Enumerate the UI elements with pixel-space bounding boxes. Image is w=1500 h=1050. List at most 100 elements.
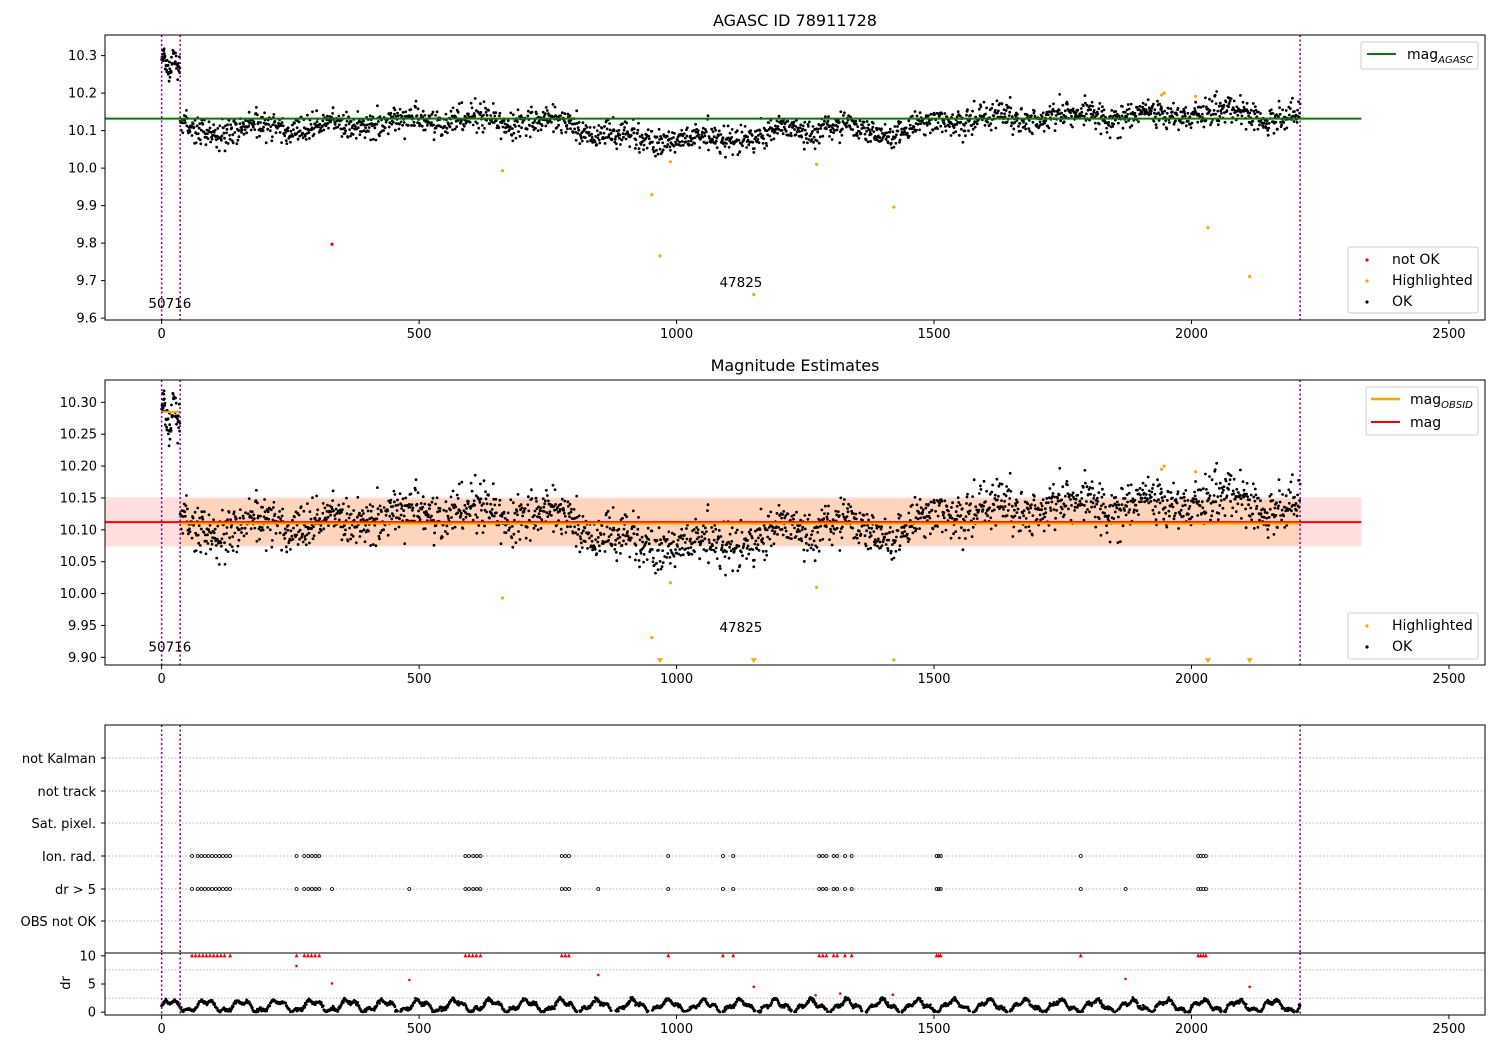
ok-point xyxy=(700,535,704,538)
ok-point xyxy=(890,137,894,141)
ok-point xyxy=(225,127,229,131)
ok-point xyxy=(1272,131,1276,135)
ok-point xyxy=(891,530,895,534)
ok-point xyxy=(790,514,794,518)
ok-point xyxy=(854,512,858,516)
ok-point xyxy=(463,504,467,507)
dr-ok-point xyxy=(176,1001,180,1004)
ok-point xyxy=(499,542,503,546)
ok-point xyxy=(510,536,514,540)
y-tick-label: 9.8 xyxy=(76,237,97,252)
ok-point xyxy=(583,127,587,131)
ok-point xyxy=(492,111,496,115)
x-tick-label: 0 xyxy=(158,672,166,687)
flag-point xyxy=(217,887,222,891)
ok-point xyxy=(1183,499,1187,503)
ok-point xyxy=(465,512,469,516)
ok-point xyxy=(185,494,188,497)
ok-point xyxy=(992,503,996,506)
ok-point xyxy=(772,526,775,530)
ok-point xyxy=(388,501,392,505)
ok-point xyxy=(712,538,716,542)
ok-point xyxy=(982,100,986,104)
ok-point xyxy=(984,500,987,503)
ok-point xyxy=(1090,505,1093,509)
ok-point xyxy=(240,130,243,134)
ok-point xyxy=(226,550,230,553)
ok-point xyxy=(754,539,758,543)
ok-point xyxy=(392,514,395,518)
ok-point xyxy=(427,513,430,517)
ok-point xyxy=(473,503,477,507)
ok-point xyxy=(475,516,479,519)
ok-point xyxy=(907,511,911,515)
ok-point xyxy=(787,134,791,137)
ok-point xyxy=(1153,492,1157,496)
ok-point xyxy=(566,112,570,116)
ok-point xyxy=(789,131,793,135)
ok-point xyxy=(1157,111,1160,115)
ok-point xyxy=(210,539,214,543)
ok-point xyxy=(278,510,281,513)
ok-point xyxy=(1004,109,1008,112)
ok-point xyxy=(167,432,170,436)
ok-point xyxy=(1064,115,1068,118)
ok-point xyxy=(1147,489,1151,493)
flag-point xyxy=(1078,887,1083,891)
ok-point xyxy=(216,524,220,528)
ok-point xyxy=(207,528,210,532)
flag-category-label: not track xyxy=(37,785,96,800)
ok-point xyxy=(224,141,228,144)
ok-point xyxy=(927,503,930,506)
ok-point xyxy=(380,510,383,513)
ok-point xyxy=(319,523,323,527)
ok-point xyxy=(588,134,591,137)
ok-point xyxy=(1232,99,1236,103)
ok-point xyxy=(915,114,919,118)
ok-point xyxy=(398,107,402,111)
ok-point xyxy=(894,549,898,553)
ok-point xyxy=(669,548,673,552)
ok-point xyxy=(467,500,470,503)
ok-point xyxy=(916,517,920,521)
ok-point xyxy=(792,122,795,126)
ok-point xyxy=(1002,508,1005,511)
flag-point xyxy=(474,854,479,858)
ok-point xyxy=(176,62,180,65)
ok-point xyxy=(449,109,453,113)
ok-point xyxy=(573,122,577,126)
ok-point xyxy=(163,397,166,401)
ok-point xyxy=(270,139,274,143)
ok-point xyxy=(1125,115,1128,119)
highlighted-point xyxy=(1162,91,1166,95)
ok-point xyxy=(344,129,347,133)
ok-point xyxy=(304,543,308,547)
ok-point xyxy=(925,515,929,518)
ok-point xyxy=(958,114,962,118)
ok-point xyxy=(412,514,416,518)
ok-point xyxy=(1053,528,1057,532)
ok-point xyxy=(440,535,444,539)
ok-point xyxy=(997,109,1000,113)
ok-point xyxy=(621,122,624,126)
ok-point xyxy=(586,547,589,550)
ok-point xyxy=(1163,109,1167,113)
ok-point xyxy=(626,530,629,533)
ok-point xyxy=(518,538,522,541)
ok-point xyxy=(665,134,669,138)
ok-point xyxy=(401,123,404,127)
ok-point xyxy=(927,114,930,117)
ok-point xyxy=(597,138,601,142)
ok-point xyxy=(1115,506,1119,510)
ok-point xyxy=(1069,498,1072,501)
ok-point xyxy=(911,114,914,118)
ok-point xyxy=(620,138,624,142)
ok-point xyxy=(955,504,959,508)
ok-point xyxy=(224,124,227,128)
ok-point xyxy=(1033,504,1037,507)
ok-point xyxy=(432,543,436,547)
ok-point xyxy=(279,517,282,521)
ok-point xyxy=(402,514,406,518)
ok-point xyxy=(235,142,239,146)
ok-point xyxy=(717,134,721,137)
